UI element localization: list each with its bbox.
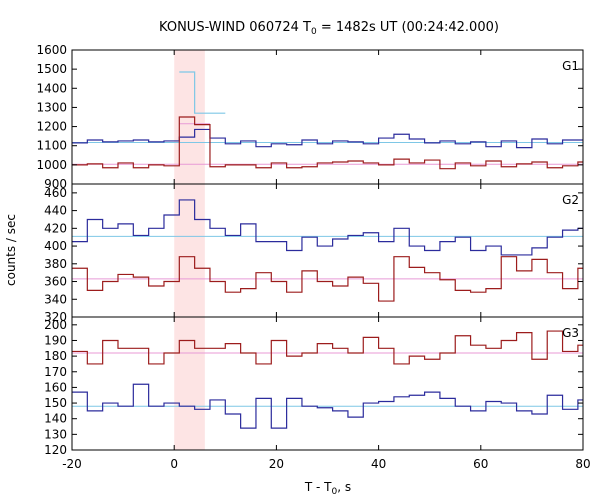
g3-y-tick-label: 120: [44, 443, 67, 457]
g1-y-tick-label: 1300: [36, 100, 67, 114]
g1-y-tick-label: 1600: [36, 43, 67, 57]
g2-y-tick-label: 440: [44, 204, 67, 218]
x-tick-label: 40: [371, 457, 386, 471]
g2-y-tick-label: 420: [44, 221, 67, 235]
g3-series-red: [72, 330, 583, 365]
g3-y-tick-label: 150: [44, 396, 67, 410]
g3-y-tick-label: 130: [44, 427, 67, 441]
g3-y-tick-label: 190: [44, 333, 67, 347]
g2-panel-frame: [71, 183, 584, 318]
x-axis-label: T - T0, s: [304, 480, 351, 497]
g1-y-tick-label: 900: [44, 177, 67, 191]
g2-series-blue: [72, 199, 583, 256]
g1-y-tick-label: 1500: [36, 62, 67, 76]
g3-y-tick-label: 170: [44, 365, 67, 379]
g3-series-blue: [72, 383, 583, 429]
g2-y-tick-label: 400: [44, 239, 67, 253]
g1-panel-label: G1: [562, 59, 579, 73]
g1-series-blue: [72, 128, 583, 149]
x-tick-label: -20: [62, 457, 82, 471]
x-tick-label: 80: [575, 457, 590, 471]
x-tick-label: 60: [473, 457, 488, 471]
g1-y-tick-label: 1000: [36, 158, 67, 172]
g1-y-tick-label: 1100: [36, 139, 67, 153]
x-tick-label: 20: [269, 457, 284, 471]
g2-y-tick-label: 360: [44, 275, 67, 289]
g3-panel-label: G3: [562, 326, 579, 340]
g2-panel-label: G2: [562, 193, 579, 207]
g1-series-red: [72, 116, 583, 170]
x-tick-label: 0: [170, 457, 178, 471]
g3-panel-frame: [71, 316, 584, 451]
g2-y-tick-label: 320: [44, 310, 67, 324]
y-axis-label: counts / sec: [4, 214, 18, 286]
g3-y-tick-label: 160: [44, 380, 67, 394]
g3-y-tick-label: 180: [44, 349, 67, 363]
g3-y-tick-label: 140: [44, 412, 67, 426]
g1-y-tick-label: 1200: [36, 120, 67, 134]
burst-interval-highlight: [174, 50, 205, 450]
g2-y-tick-label: 460: [44, 186, 67, 200]
g1-series-cyan: [179, 71, 226, 114]
g2-y-tick-label: 380: [44, 257, 67, 271]
chart-title: KONUS-WIND 060724 T0 = 1482s UT (00:24:4…: [159, 20, 499, 37]
g2-y-tick-label: 340: [44, 292, 67, 306]
g2-series-red: [72, 256, 583, 302]
g1-y-tick-label: 1400: [36, 81, 67, 95]
g3-y-tick-label: 200: [44, 318, 67, 332]
